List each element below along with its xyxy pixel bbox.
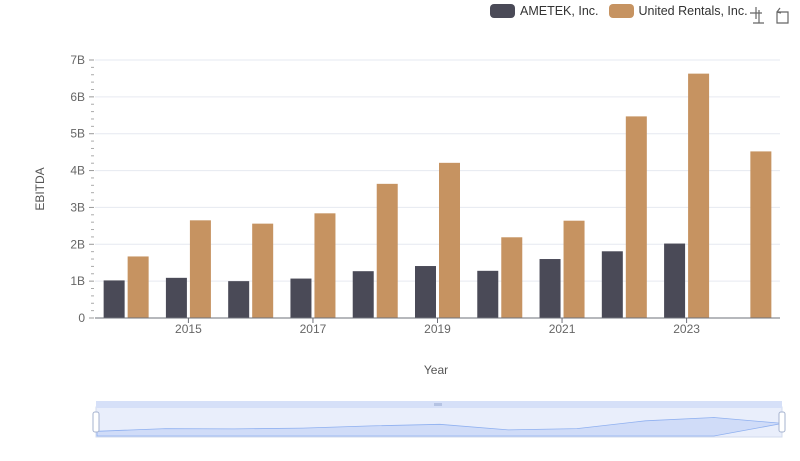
slider-handle-left[interactable] [92, 411, 100, 433]
y-tick-label: 6B [70, 90, 85, 104]
y-tick-label: 1B [70, 274, 85, 288]
bar-united-rentals-2018[interactable] [376, 183, 398, 318]
data-zoom-slider[interactable] [92, 401, 786, 438]
bar-united-rentals-2022[interactable] [625, 116, 647, 319]
bar-united-rentals-2015[interactable] [189, 220, 211, 318]
y-tick-label: 5B [70, 127, 85, 141]
bars [103, 73, 772, 319]
bar-ametek-2020[interactable] [477, 270, 499, 318]
legend: AMETEK, Inc. United Rentals, Inc. [490, 4, 758, 18]
bar-ametek-2022[interactable] [601, 251, 623, 318]
zoom-icon[interactable] [747, 6, 765, 24]
bar-ametek-2017[interactable] [290, 278, 312, 318]
bar-united-rentals-2017[interactable] [314, 213, 336, 318]
x-tick-label: 2021 [549, 322, 576, 336]
x-tick-label: 2019 [424, 322, 451, 336]
bar-ametek-2016[interactable] [228, 281, 250, 318]
legend-item-ametek[interactable]: AMETEK, Inc. [490, 4, 599, 18]
x-axis-ticks: 2015 2017 2019 2021 2023 [175, 318, 700, 336]
bar-united-rentals-2021[interactable] [563, 220, 585, 318]
y-tick-label: 7B [70, 53, 85, 67]
x-tick-label: 2017 [300, 322, 327, 336]
slider-preview-area [96, 417, 783, 437]
y-tick-label: 3B [70, 200, 85, 214]
bar-ametek-2015[interactable] [165, 277, 187, 318]
legend-swatch-ametek [490, 4, 515, 18]
bar-united-rentals-2019[interactable] [439, 162, 460, 318]
y-axis-title: EBITDA [33, 167, 47, 210]
x-tick-label: 2015 [175, 322, 202, 336]
bar-ametek-2018[interactable] [352, 271, 374, 318]
bar-united-rentals-2023[interactable] [688, 73, 710, 318]
bar-united-rentals-2014[interactable] [127, 256, 149, 318]
slider-drag-grip[interactable] [434, 403, 442, 406]
legend-label-united-rentals: United Rentals, Inc. [638, 4, 748, 18]
y-tick-label: 0 [78, 311, 85, 325]
x-tick-label: 2023 [673, 322, 700, 336]
legend-item-united-rentals[interactable]: United Rentals, Inc. [608, 4, 748, 18]
bar-ametek-2023[interactable] [664, 243, 686, 318]
y-axis-ticks: 0 1B 2B 3B 4B 5B 6B 7B [70, 53, 94, 325]
bar-ametek-2014[interactable] [103, 280, 125, 318]
legend-swatch-united-rentals [608, 4, 634, 18]
bar-ametek-2021[interactable] [539, 259, 561, 318]
slider-handle-right[interactable] [778, 411, 786, 433]
legend-label-ametek: AMETEK, Inc. [520, 4, 599, 18]
bar-united-rentals-2024[interactable] [750, 151, 772, 318]
y-tick-label: 2B [70, 237, 85, 251]
x-axis-title: Year [424, 363, 448, 377]
bar-ametek-2019[interactable] [415, 266, 436, 318]
restore-icon[interactable] [773, 6, 791, 24]
y-tick-label: 4B [70, 164, 85, 178]
bar-united-rentals-2016[interactable] [252, 223, 274, 318]
bar-united-rentals-2020[interactable] [501, 237, 523, 318]
